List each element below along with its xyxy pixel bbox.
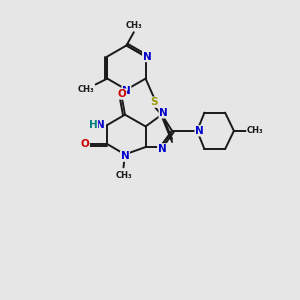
Text: S: S (151, 97, 158, 107)
Text: N: N (122, 86, 131, 96)
Text: N: N (143, 52, 152, 61)
Text: N: N (159, 108, 168, 118)
Text: CH₃: CH₃ (115, 170, 132, 179)
Text: H: H (89, 120, 98, 130)
Text: N: N (97, 120, 105, 130)
Text: N: N (121, 151, 129, 161)
Text: CH₃: CH₃ (247, 126, 263, 135)
Text: O: O (81, 139, 89, 149)
Text: CH₃: CH₃ (78, 85, 94, 94)
Text: O: O (118, 89, 126, 99)
Text: N: N (195, 126, 204, 136)
Text: N: N (158, 144, 167, 154)
Text: CH₃: CH₃ (126, 21, 143, 30)
